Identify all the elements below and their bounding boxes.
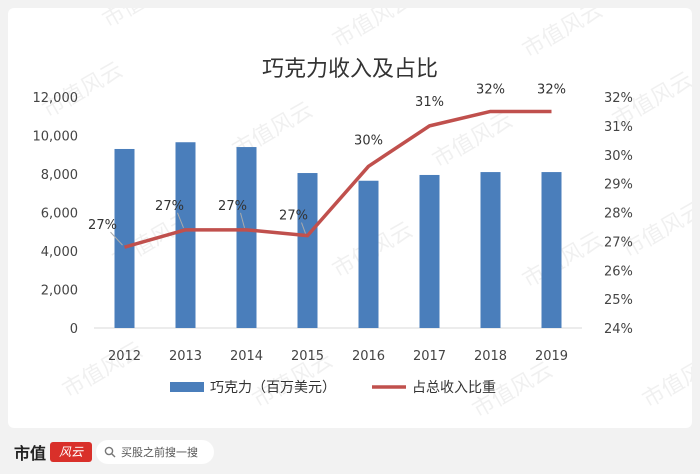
- bar-2014: [236, 147, 257, 328]
- bar-2017: [419, 174, 440, 328]
- chart-title: 巧克力收入及占比: [262, 57, 438, 82]
- left-axis-tick-label: 0: [70, 322, 78, 337]
- bar-series: [114, 142, 562, 328]
- left-axis-tick-label: 4,000: [41, 245, 78, 260]
- legend-bar-label: 巧克力（百万美元）: [210, 380, 336, 396]
- x-axis-tick-label: 2013: [169, 349, 202, 364]
- right-axis-tick-label: 31%: [604, 120, 633, 135]
- watermark-text: 市值风云: [639, 348, 693, 414]
- x-axis-tick-label: 2012: [108, 349, 141, 364]
- label-leader-line: [177, 212, 184, 229]
- bar-2016: [358, 180, 379, 328]
- left-axis-tick-label: 8,000: [41, 168, 78, 183]
- x-axis-tick-label: 2014: [230, 349, 263, 364]
- bar-2015: [297, 173, 318, 328]
- x-axis-tick-label: 2017: [413, 349, 446, 364]
- left-axis-tick-label: 10,000: [33, 130, 79, 145]
- watermark-text: 市值风云: [59, 338, 148, 404]
- legend-bar-swatch: [170, 382, 204, 392]
- left-axis-tick-label: 6,000: [41, 207, 78, 222]
- chart-card: 市值风云 市值风云 市值风云 市值风云 市值风云 市值风云 市值风云 市值风云 市值风云 市值风云…: [8, 8, 692, 428]
- brand-badge: 风云: [50, 442, 93, 462]
- label-leader-lines: [110, 212, 306, 246]
- brand-badge-text: 风云: [59, 445, 84, 459]
- label-leader-line: [240, 212, 245, 228]
- left-axis-tick-label: 12,000: [33, 91, 79, 106]
- line-data-label: 32%: [476, 82, 505, 97]
- watermark-text: 市值风云: [99, 8, 188, 33]
- right-axis-tick-label: 25%: [604, 293, 633, 308]
- bar-2012: [114, 148, 135, 328]
- x-axis-tick-label: 2018: [474, 349, 507, 364]
- x-axis-tick-label: 2015: [291, 349, 324, 364]
- brand-logo: 市值 风云: [14, 440, 93, 464]
- bar-2018: [480, 172, 501, 328]
- line-data-label: 27%: [88, 218, 117, 233]
- watermark-text: 市值风云: [519, 8, 608, 63]
- right-axis-tick-label: 26%: [604, 264, 633, 279]
- line-data-label: 27%: [279, 209, 308, 224]
- right-axis-tick-label: 29%: [604, 178, 633, 193]
- line-data-label: 32%: [537, 82, 566, 97]
- right-axis-tick-label: 24%: [604, 322, 633, 337]
- watermark-text: 市值风云: [329, 8, 418, 53]
- line-data-labels: 27% 27% 27% 27% 30% 31% 32% 32%: [88, 82, 566, 233]
- footer-bar: 市值 风云 买股之前搜一搜: [0, 430, 700, 474]
- search-box[interactable]: 买股之前搜一搜: [96, 440, 214, 464]
- right-axis: 24% 25% 26% 27% 28% 29% 30% 31% 32%: [604, 91, 633, 337]
- watermark-text: 市值风云: [519, 228, 608, 294]
- line-data-label: 27%: [155, 199, 184, 214]
- search-icon: [104, 443, 116, 462]
- left-axis-tick-label: 2,000: [41, 284, 78, 299]
- right-axis-tick-label: 27%: [604, 235, 633, 250]
- line-data-label: 31%: [415, 95, 444, 110]
- brand-name: 市值: [14, 444, 47, 463]
- x-axis: 2012 2013 2014 2015 2016 2017 2018 2019: [108, 349, 568, 364]
- right-axis-tick-label: 32%: [604, 91, 633, 106]
- x-axis-tick-label: 2019: [535, 349, 568, 364]
- legend: 巧克力（百万美元） 占总收入比重: [170, 380, 496, 396]
- line-data-label: 27%: [218, 199, 247, 214]
- label-leader-line: [301, 222, 306, 234]
- right-axis-tick-label: 30%: [604, 149, 633, 164]
- x-axis-tick-label: 2016: [352, 349, 385, 364]
- left-axis: 0 2,000 4,000 6,000 8,000 10,000 12,000: [33, 91, 79, 337]
- line-data-label: 30%: [354, 133, 383, 148]
- bar-2019: [541, 172, 562, 328]
- right-axis-tick-label: 28%: [604, 207, 633, 222]
- bar-2013: [175, 142, 196, 328]
- search-placeholder: 买股之前搜一搜: [121, 446, 198, 459]
- ratio-line-series: [124, 109, 552, 249]
- label-leader-line: [110, 231, 123, 246]
- legend-line-label: 占总收入比重: [412, 380, 496, 396]
